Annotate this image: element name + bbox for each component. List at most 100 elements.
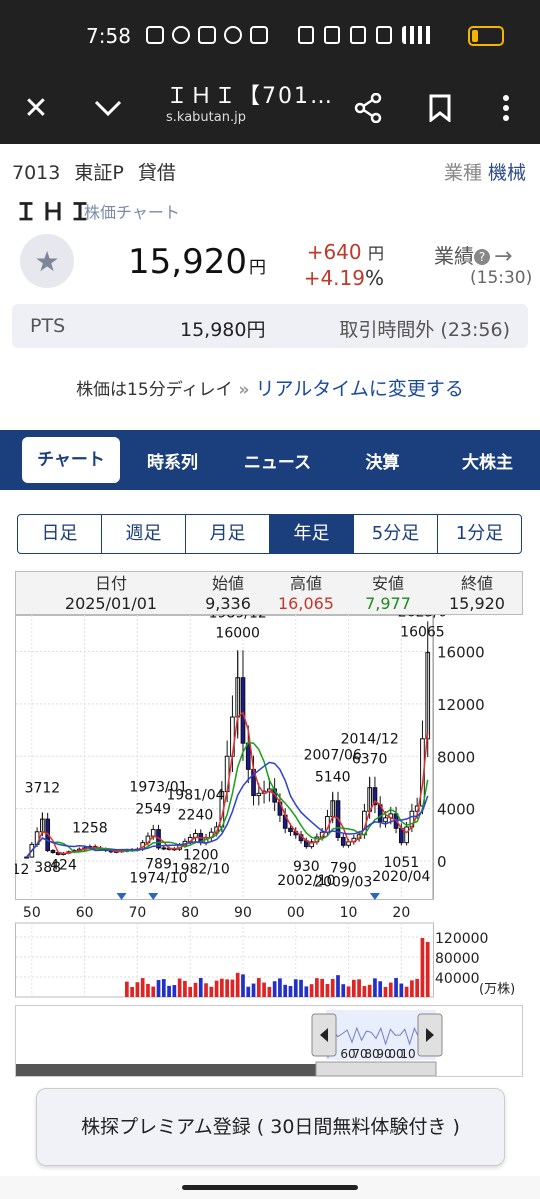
missed-call-icon (146, 26, 164, 44)
navigator-tick-label: 70 (352, 1047, 367, 1061)
period-5min[interactable]: 5分足 (354, 515, 438, 553)
period-daily[interactable]: 日足 (18, 515, 102, 553)
tab-news[interactable]: ニュース (243, 452, 312, 473)
sector[interactable]: 業種 機械 (444, 158, 526, 185)
chart-annotation: 1051 (384, 855, 420, 871)
candle-body (150, 829, 156, 837)
alarm-icon (324, 26, 340, 44)
volume-bar (330, 978, 335, 997)
bookmark-icon[interactable] (418, 86, 462, 130)
chart-annotation: 2549 (135, 802, 171, 818)
candle-body (398, 827, 404, 844)
chart-annotation: 2240 (178, 808, 214, 824)
help-icon[interactable]: ? (474, 249, 490, 265)
volume-bar (140, 978, 145, 997)
performance-link[interactable]: 業績? → (434, 240, 512, 269)
navigator-tick-label: 10 (400, 1047, 415, 1061)
tab-timeseries[interactable]: 時系列 (147, 452, 198, 473)
navigator-tick-label: 90 (376, 1047, 391, 1061)
chart-annotation: 2009/03 (314, 875, 372, 891)
navigator-tick-label: 80 (364, 1047, 379, 1061)
period-monthly[interactable]: 月足 (186, 515, 270, 553)
arrow-right-icon (426, 1028, 434, 1042)
volume-bar (193, 982, 198, 997)
price-panel-frame (15, 615, 434, 900)
price-time: (15:30) (470, 268, 533, 288)
more-vert-icon[interactable] (484, 86, 528, 130)
signal-icon (402, 26, 442, 44)
close-icon[interactable]: ✕ (23, 90, 49, 126)
gmail-icon (250, 26, 268, 44)
candle-body (383, 817, 388, 823)
volume-bar (251, 983, 256, 997)
volume-bar (125, 981, 129, 997)
volume-bar (394, 978, 398, 997)
price-value: 15,920 (128, 242, 247, 282)
stock-chart[interactable]: 日付 2025/01/01 始値 9,336 高値 16,065 安値 7,97… (15, 571, 523, 1003)
realtime-link[interactable]: リアルタイムに変更する (255, 378, 464, 400)
star-icon: ★ (34, 244, 60, 278)
y-tick-label: 0 (437, 853, 447, 871)
sector-link[interactable]: 機械 (487, 162, 526, 184)
volume-bar (188, 986, 193, 997)
stock-subtitle: 株価チャート (84, 203, 180, 222)
premium-signup-button[interactable]: 株探プレミアム登録 ( 30日間無料体験付き ) (36, 1088, 505, 1166)
market-name: 東証P (74, 162, 124, 184)
volume-bar (304, 986, 309, 997)
chevron-down-icon[interactable] (86, 86, 130, 130)
change-pct-value: +4.19 (303, 266, 365, 290)
x-tick-label: 00 (287, 905, 305, 921)
period-1min[interactable]: 1分足 (455, 523, 504, 544)
chart-canvas[interactable]: 1600012000800040000506070809000102037122… (15, 615, 523, 1003)
close-label: 終値 (460, 574, 493, 593)
volume-bar (183, 980, 187, 997)
candle-body (256, 792, 262, 797)
page-url: s.kabutan.jp (166, 110, 246, 125)
chart-annotation: 1974/10 (129, 871, 187, 887)
y-tick-label: 12000 (437, 696, 485, 714)
volume-bar (172, 985, 177, 997)
home-handle[interactable] (182, 1185, 358, 1190)
chart-annotation: 16065 (400, 625, 445, 641)
chart-annotation: 1981/04 (166, 788, 224, 804)
volume-bar (299, 979, 303, 997)
favorite-star-button[interactable]: ★ (20, 234, 74, 288)
tab-earnings[interactable]: 決算 (365, 452, 400, 473)
volume-bar (388, 982, 393, 997)
event-marker (148, 893, 159, 900)
y-tick-label: 16000 (437, 644, 485, 662)
arrow-right-icon: → (494, 244, 513, 269)
battery-icon (468, 26, 504, 46)
period-yearly[interactable]: 年足 (270, 515, 354, 553)
navigator-tick-label: 60 (340, 1047, 355, 1061)
share-icon[interactable] (346, 86, 390, 130)
chart-annotation: 930 (293, 859, 320, 875)
fan-icon (224, 26, 242, 44)
volume-bar (346, 986, 351, 997)
chart-annotation: 2007/06 (304, 748, 362, 764)
tab-shareholders[interactable]: 大株主 (462, 452, 513, 473)
moving-average-long (26, 761, 429, 858)
performance-label: 業績 (434, 244, 474, 268)
chart-navigator[interactable]: 60 70 80 90 00 10 (15, 1005, 523, 1077)
pts-row: PTS 15,980円 取引時間外 (23:56) (12, 304, 528, 348)
event-marker (369, 893, 380, 900)
chart-annotation: 2002/10 (277, 873, 335, 889)
candle-body (340, 836, 346, 846)
chart-annotation: 388 (34, 860, 61, 876)
x-tick-label: 20 (392, 905, 410, 921)
volume-bar (267, 986, 272, 997)
volume-bar (272, 981, 277, 997)
change-pct-unit: % (364, 266, 384, 290)
period-weekly[interactable]: 週足 (102, 515, 186, 553)
volume-bar (198, 978, 203, 997)
volume-bar (225, 979, 229, 997)
pts-status: 取引時間外 (23:56) (339, 319, 510, 341)
volume-bar (367, 984, 372, 997)
volume-bar (230, 979, 235, 997)
tab-chart[interactable]: チャート (22, 437, 120, 483)
y-tick-label: 4000 (437, 801, 475, 819)
double-chevron-icon: » (238, 380, 250, 400)
x-tick-label: 90 (234, 905, 252, 921)
